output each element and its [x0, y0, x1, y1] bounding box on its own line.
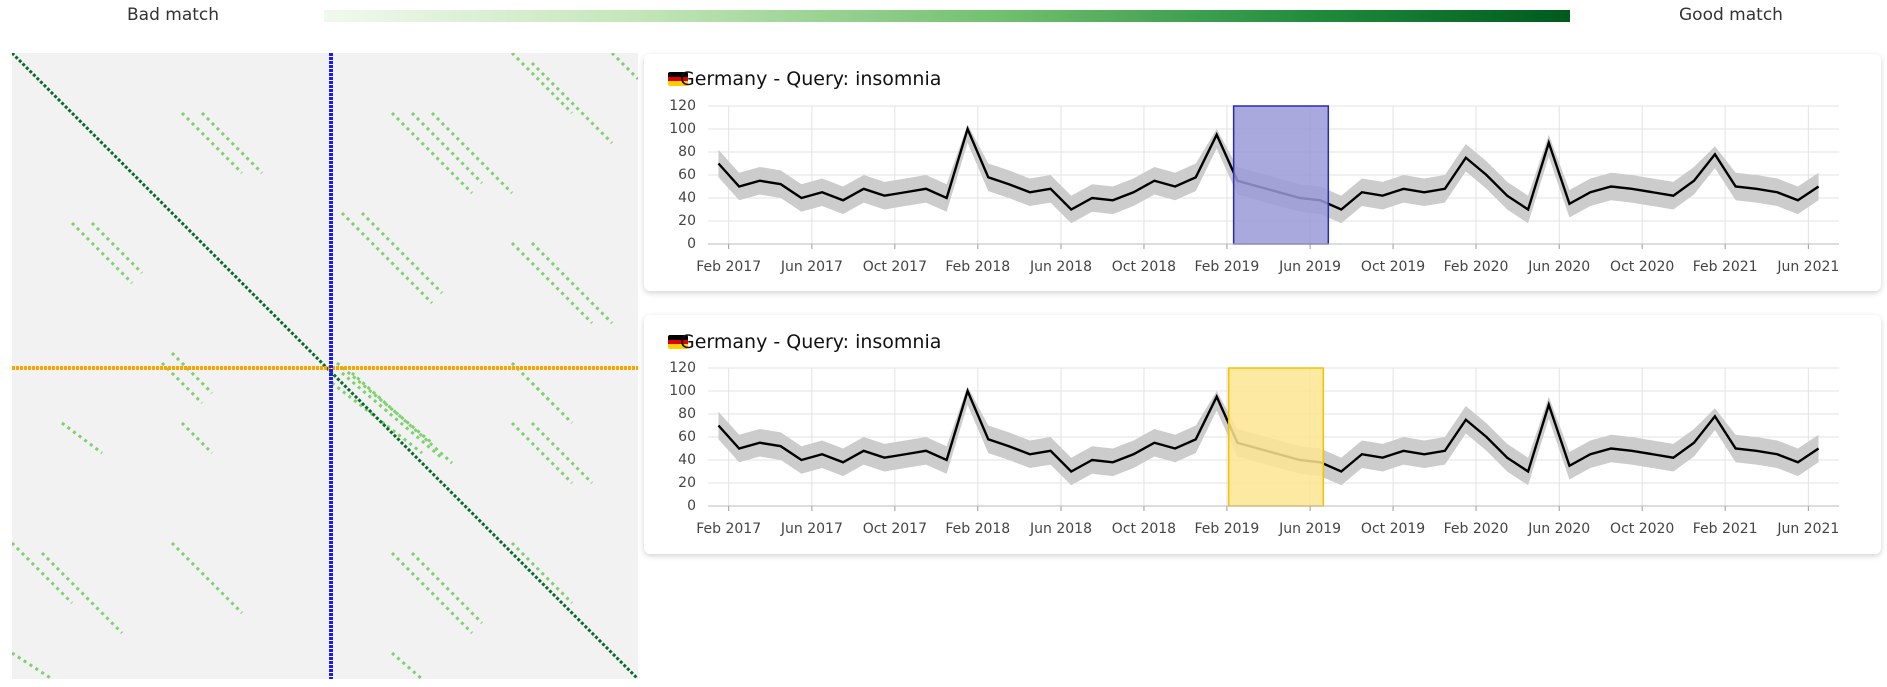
- y-tick-label: 100: [669, 383, 696, 399]
- x-tick-label: Oct 2017: [863, 259, 927, 275]
- flag-icon: [668, 72, 688, 86]
- chart-title: Germany - Query: insomnia: [680, 68, 942, 90]
- x-tick-label: Jun 2017: [780, 521, 843, 537]
- y-tick-label: 40: [678, 452, 696, 468]
- x-tick-label: Feb 2019: [1194, 259, 1259, 275]
- highlight-window: [1232, 105, 1330, 245]
- y-tick-label: 120: [669, 98, 696, 114]
- y-tick-label: 20: [678, 475, 696, 491]
- x-tick-label: Feb 2018: [945, 259, 1010, 275]
- y-tick-label: 120: [669, 360, 696, 376]
- good-match-label: Good match: [1679, 5, 1783, 25]
- x-tick-label: Feb 2021: [1693, 521, 1758, 537]
- x-tick-label: Oct 2019: [1361, 521, 1425, 537]
- y-tick-label: 60: [678, 167, 696, 183]
- bad-match-label: Bad match: [127, 5, 220, 25]
- x-tick-label: Jun 2017: [780, 259, 843, 275]
- y-tick-label: 60: [678, 429, 696, 445]
- x-tick-label: Jun 2019: [1278, 521, 1341, 537]
- x-tick-label: Oct 2020: [1610, 259, 1674, 275]
- x-tick-label: Feb 2017: [696, 521, 761, 537]
- x-tick-label: Oct 2018: [1112, 521, 1176, 537]
- x-tick-label: Oct 2017: [863, 521, 927, 537]
- y-tick-label: 80: [678, 144, 696, 160]
- y-tick-label: 20: [678, 213, 696, 229]
- chart-card: Germany - Query: insomnia 0 20 40 60 80 100 12…: [644, 54, 1881, 291]
- x-tick-label: Oct 2019: [1361, 259, 1425, 275]
- chart-title: Germany - Query: insomnia: [680, 331, 942, 353]
- x-tick-label: Jun 2019: [1278, 259, 1341, 275]
- chart: 0 20 40 60 80 100 120 Feb 2017 Jun 2017 Oct 2017 F…: [669, 360, 1839, 537]
- x-tick-label: Oct 2020: [1610, 521, 1674, 537]
- chart: 0 20 40 60 80 100 120 Feb 2017 Jun 2017 Oct 2017 F…: [669, 98, 1839, 275]
- y-tick-label: 0: [687, 236, 696, 252]
- y-tick-label: 0: [687, 498, 696, 514]
- x-tick-label: Jun 2021: [1776, 259, 1839, 275]
- x-tick-label: Feb 2017: [696, 259, 761, 275]
- chart-card: Germany - Query: insomnia 0 20 40 60 80 100 12…: [644, 315, 1881, 554]
- match-gradient: [324, 10, 1570, 22]
- x-tick-label: Oct 2018: [1112, 259, 1176, 275]
- x-tick-label: Jun 2020: [1527, 521, 1590, 537]
- x-tick-label: Feb 2018: [945, 521, 1010, 537]
- x-tick-label: Feb 2020: [1444, 259, 1509, 275]
- y-tick-label: 100: [669, 121, 696, 137]
- y-tick-label: 80: [678, 406, 696, 422]
- x-tick-label: Jun 2020: [1527, 259, 1590, 275]
- x-tick-label: Feb 2021: [1693, 259, 1758, 275]
- x-tick-label: Jun 2018: [1029, 259, 1092, 275]
- y-tick-label: 40: [678, 190, 696, 206]
- highlight-window: [1227, 367, 1325, 507]
- x-tick-label: Feb 2019: [1194, 521, 1259, 537]
- x-tick-label: Feb 2020: [1444, 521, 1509, 537]
- similarity-matrix: [12, 53, 638, 679]
- x-tick-label: Jun 2021: [1776, 521, 1839, 537]
- flag-icon: [668, 335, 688, 349]
- x-tick-label: Jun 2018: [1029, 521, 1092, 537]
